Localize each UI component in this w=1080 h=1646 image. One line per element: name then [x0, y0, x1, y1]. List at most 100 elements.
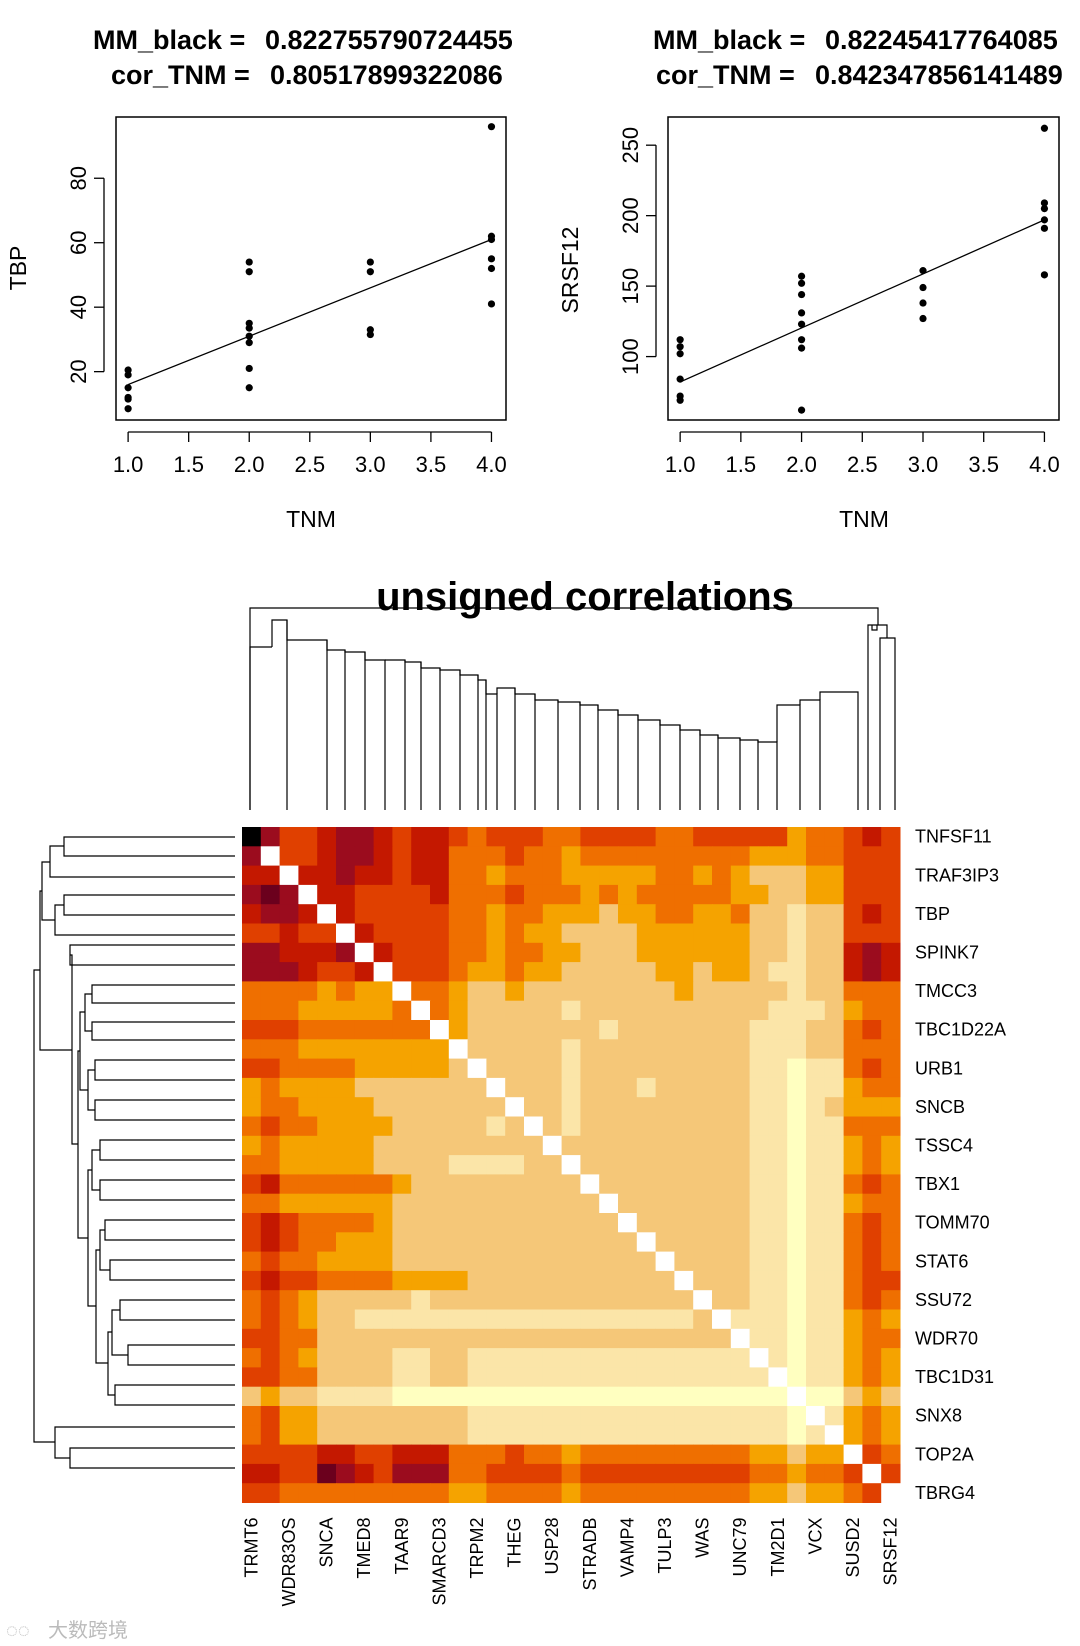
heatmap-cell: [317, 1406, 337, 1426]
heatmap-cell: [636, 884, 657, 905]
heatmap-cell: [580, 1213, 600, 1233]
heatmap-cell: [336, 1020, 356, 1040]
heatmap-cell: [636, 1444, 657, 1465]
heatmap-cell: [674, 1425, 694, 1446]
heatmap-cell: [467, 1309, 487, 1330]
heatmap-cell: [749, 884, 769, 905]
heatmap-cell: [561, 1348, 581, 1368]
heatmap-cell: [599, 1290, 619, 1310]
heatmap-cell: [524, 1116, 544, 1137]
heatmap-cell: [749, 1444, 769, 1465]
heatmap-cell: [279, 1135, 299, 1156]
heatmap-cell: [580, 981, 600, 1002]
heatmap-cell: [655, 1174, 675, 1195]
heatmap-cell: [881, 942, 901, 963]
data-point: [487, 264, 496, 273]
heatmap-cell: [524, 904, 544, 924]
heatmap-cell: [730, 923, 751, 944]
heatmap-cell: [749, 1135, 769, 1156]
heatmap-cell: [242, 942, 262, 963]
heatmap-cell: [580, 1020, 600, 1040]
heatmap-cell: [542, 1386, 563, 1407]
dendrogram-branch: [617, 710, 639, 810]
heatmap-cell: [317, 1135, 337, 1156]
x-axis-label: TNM: [839, 506, 889, 532]
column-label: SRSF12: [881, 1518, 901, 1586]
heatmap-cell: [561, 1406, 581, 1426]
heatmap-cell: [824, 1097, 845, 1117]
heatmap-cell: [354, 1406, 375, 1426]
heatmap-cell: [354, 981, 375, 1002]
heatmap-cell: [317, 1039, 337, 1060]
column-label: WAS: [693, 1518, 713, 1558]
heatmap-cell: [881, 1116, 901, 1137]
heatmap-cell: [448, 1039, 469, 1060]
heatmap-cell: [448, 846, 469, 867]
data-point: [487, 300, 496, 308]
heatmap-cell: [824, 1290, 845, 1310]
heatmap-cell: [618, 1309, 638, 1330]
heatmap-cell: [524, 1483, 544, 1503]
heatmap-cell: [448, 827, 469, 847]
heatmap-cell: [279, 827, 299, 847]
heatmap-cell: [712, 1232, 732, 1253]
heatmap-cell: [411, 1193, 431, 1214]
heatmap-cell: [693, 1213, 713, 1233]
heatmap-cell: [636, 1425, 657, 1446]
heatmap-cell: [806, 1058, 826, 1079]
x-tick-label: 3.0: [908, 452, 939, 477]
heatmap-cell: [843, 1386, 863, 1407]
heatmap-cell: [298, 1251, 318, 1272]
heatmap-cell: [242, 1077, 262, 1098]
heatmap-cell: [486, 1039, 506, 1060]
heatmap-cell: [843, 981, 863, 1002]
heatmap-cell: [411, 1213, 431, 1233]
heatmap-cell: [336, 1116, 356, 1137]
heatmap-cell: [279, 1386, 299, 1407]
heatmap-cell: [448, 1116, 469, 1137]
x-tick-label: 1.0: [113, 452, 144, 477]
heatmap-cell: [542, 884, 563, 905]
heatmap-cell: [411, 827, 431, 847]
heatmap-cell: [279, 1116, 299, 1137]
heatmap-cell: [693, 1444, 713, 1465]
heatmap-cell: [655, 1328, 675, 1349]
heatmap-cell: [674, 846, 694, 867]
heatmap-cell: [618, 1367, 638, 1388]
heatmap-cell: [693, 865, 713, 886]
heatmap-cell: [580, 942, 600, 963]
heatmap-cell: [636, 1386, 657, 1407]
dendrogram-branch: [95, 1249, 108, 1364]
heatmap-cell: [354, 1463, 375, 1484]
heatmap-cell: [486, 1328, 506, 1349]
heatmap-cell: [317, 827, 337, 847]
heatmap-cell: [561, 962, 581, 982]
heatmap-cell: [298, 827, 318, 847]
heatmap-cell: [524, 846, 544, 867]
heatmap-cell: [411, 846, 431, 867]
heatmap-cell: [430, 1135, 450, 1156]
dendrogram-branch: [557, 700, 581, 810]
heatmap-cell: [580, 962, 600, 982]
heatmap-cell: [806, 865, 826, 886]
heatmap-cell: [768, 1290, 788, 1310]
heatmap-cell: [862, 1193, 882, 1214]
heatmap-cell: [336, 846, 356, 867]
data-point: [919, 314, 927, 323]
heatmap-cell: [655, 1135, 675, 1156]
heatmap-cell: [448, 865, 469, 886]
heatmap-cell: [242, 904, 262, 924]
heatmap-cell: [260, 827, 281, 847]
dendrogram-branch: [496, 687, 516, 810]
dendrogram-branch: [94, 1099, 235, 1121]
y-tick-label: 60: [66, 230, 91, 254]
heatmap-cell: [712, 1116, 732, 1137]
column-label: SMARCD3: [429, 1518, 449, 1606]
heatmap-cell: [599, 1251, 619, 1272]
heatmap-cell: [749, 1097, 769, 1117]
heatmap-cell: [467, 1232, 487, 1253]
heatmap-cell: [730, 942, 751, 963]
heatmap-cell: [411, 1328, 431, 1349]
heatmap-cell: [693, 827, 713, 847]
